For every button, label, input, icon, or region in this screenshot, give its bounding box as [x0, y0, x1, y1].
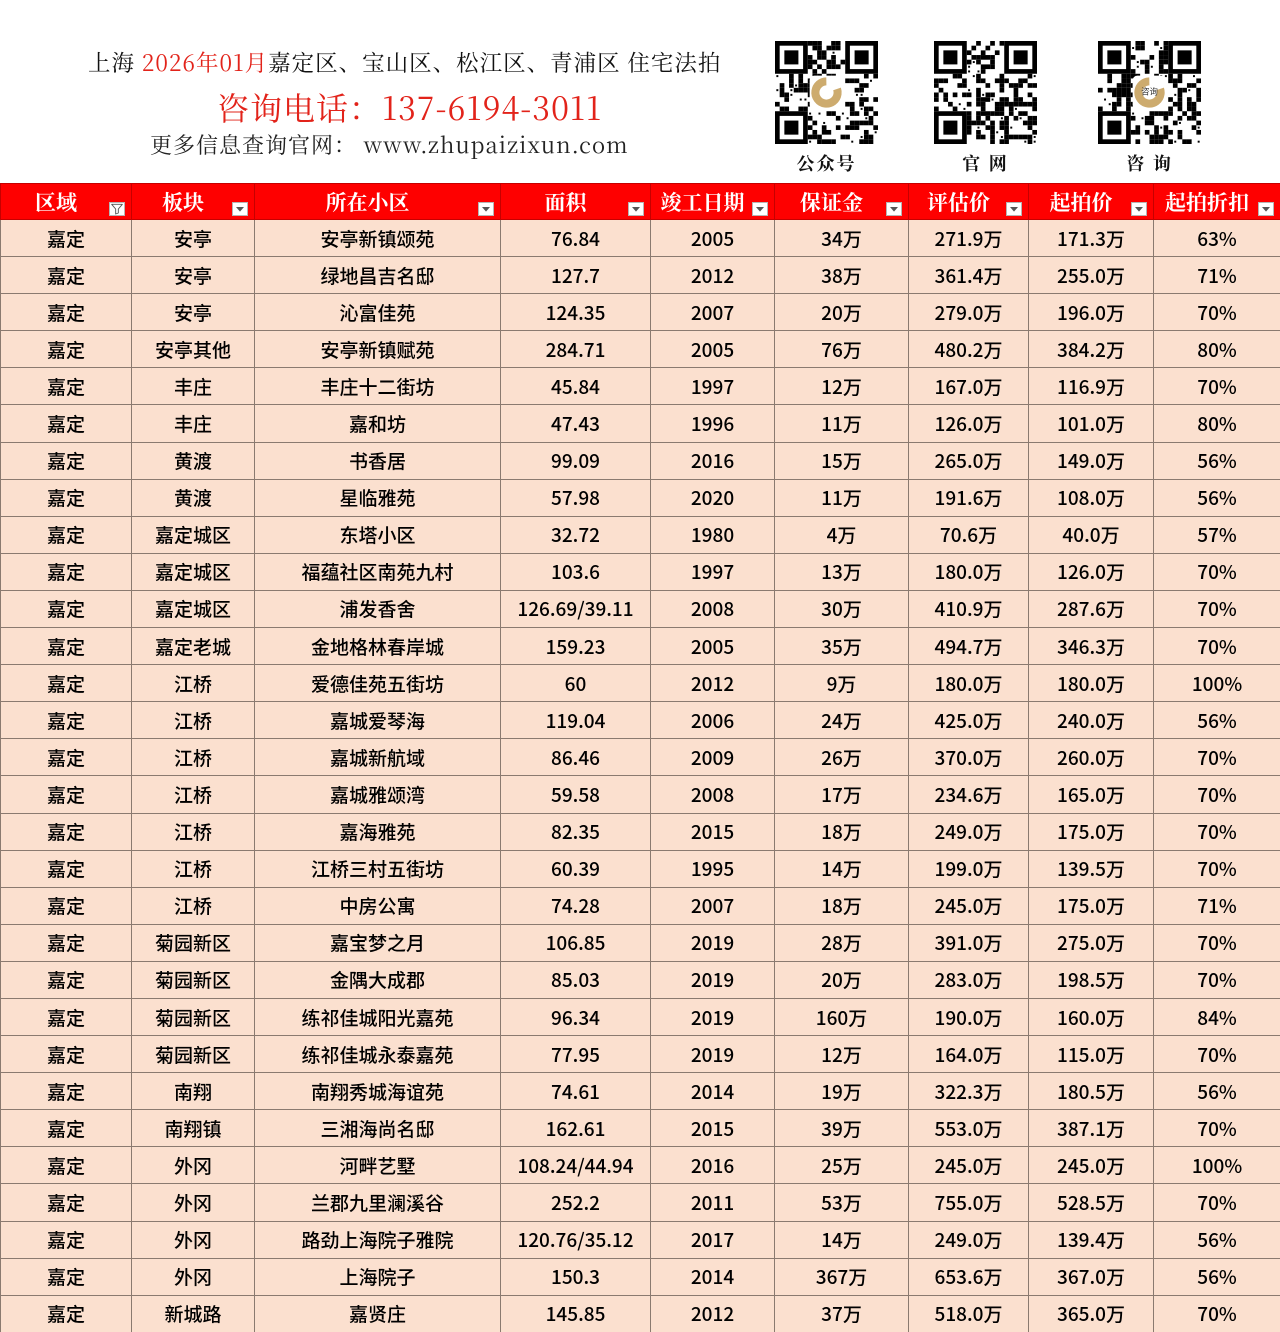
svg-text:咨询: 咨询: [1141, 86, 1158, 98]
